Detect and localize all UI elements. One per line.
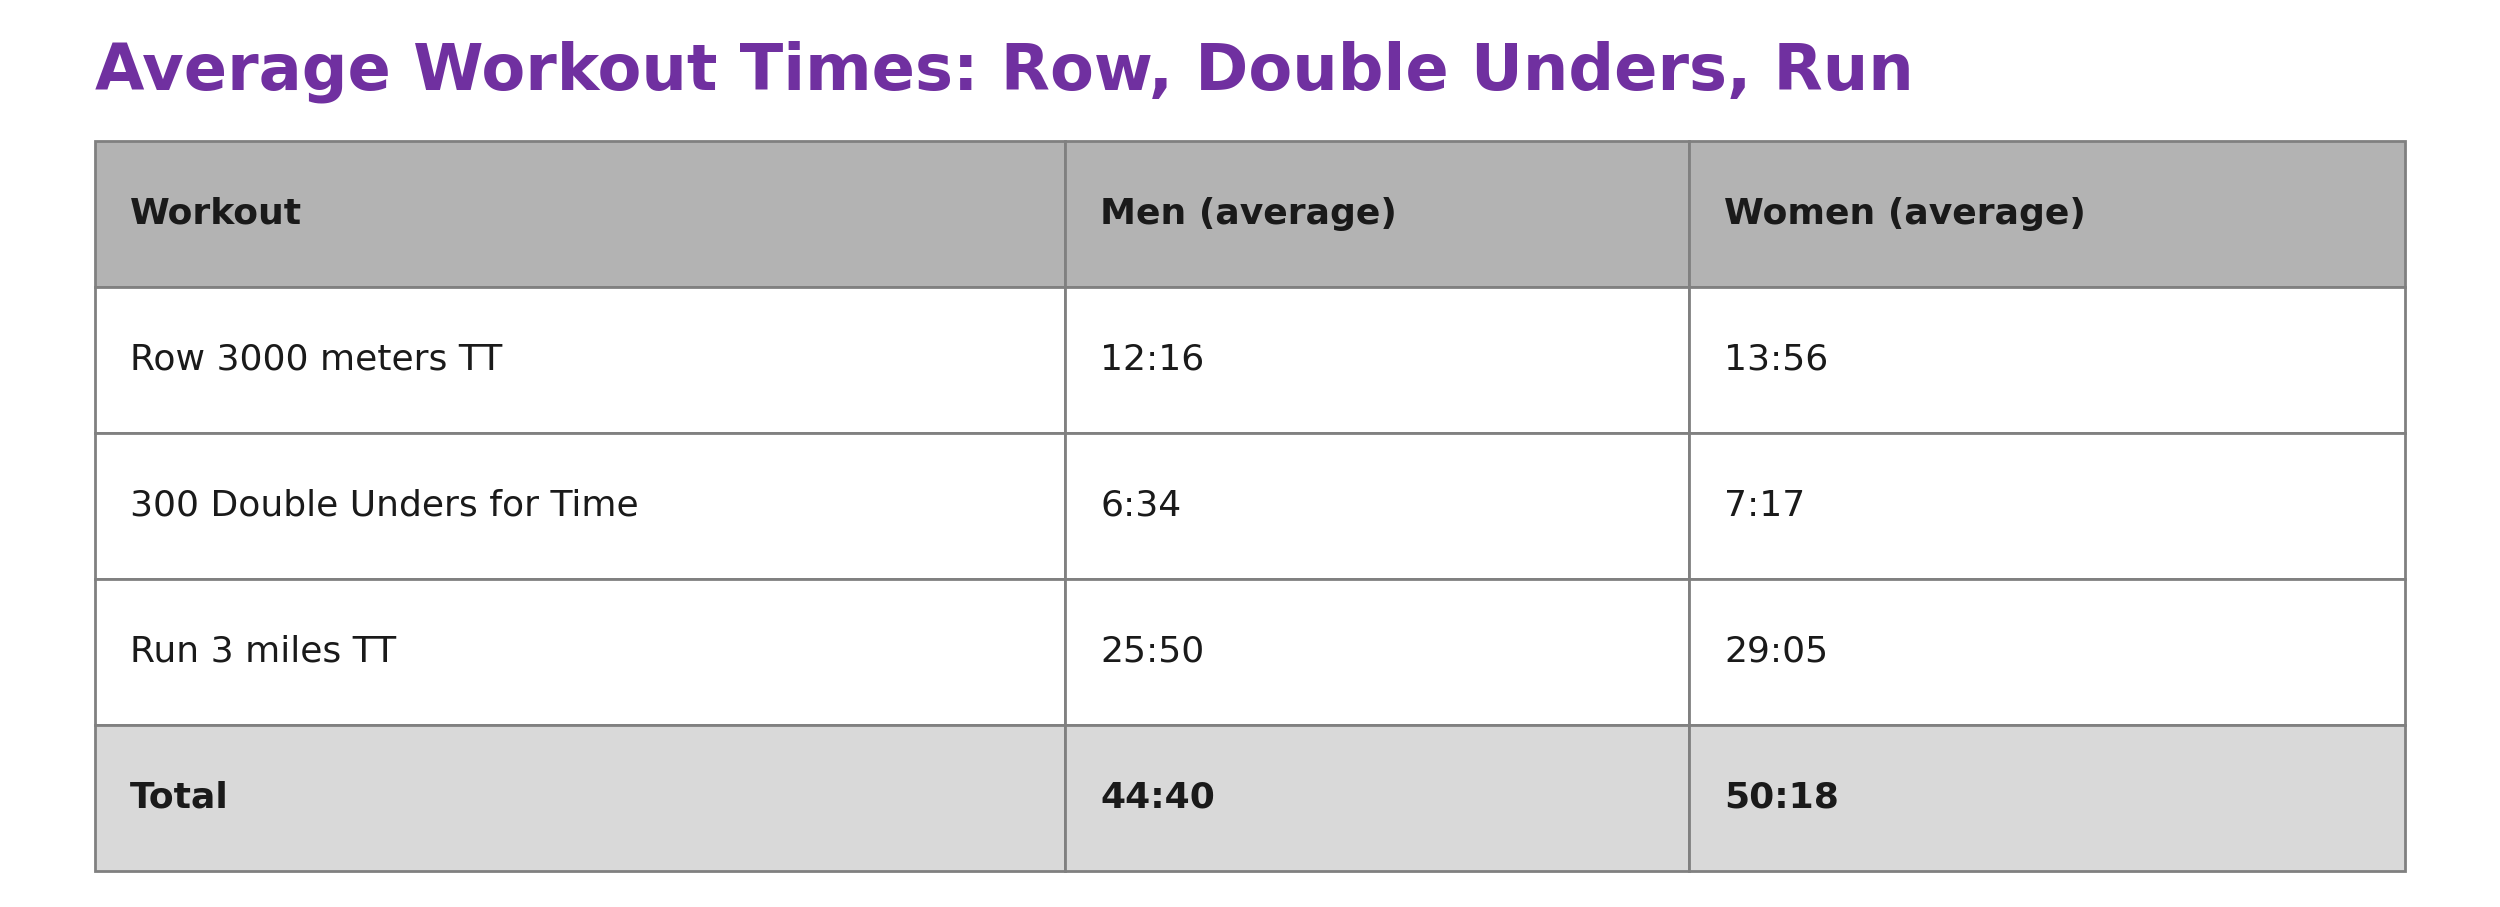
Text: Average Workout Times: Row, Double Unders, Run: Average Workout Times: Row, Double Under… xyxy=(95,41,1915,103)
Text: 50:18: 50:18 xyxy=(1725,781,1840,814)
Text: 6:34: 6:34 xyxy=(1100,489,1182,522)
Text: 12:16: 12:16 xyxy=(1100,343,1205,376)
Text: 13:56: 13:56 xyxy=(1725,343,1827,376)
Text: Men (average): Men (average) xyxy=(1100,197,1398,230)
Text: Total: Total xyxy=(130,781,230,814)
Text: Women (average): Women (average) xyxy=(1725,197,2085,230)
Text: Row 3000 meters TT: Row 3000 meters TT xyxy=(130,343,503,376)
Text: 29:05: 29:05 xyxy=(1725,635,1827,668)
Text: 25:50: 25:50 xyxy=(1100,635,1205,668)
Text: 44:40: 44:40 xyxy=(1100,781,1215,814)
Text: Run 3 miles TT: Run 3 miles TT xyxy=(130,635,395,668)
Text: 7:17: 7:17 xyxy=(1725,489,1805,522)
Text: Workout: Workout xyxy=(130,197,302,230)
Text: 300 Double Unders for Time: 300 Double Unders for Time xyxy=(130,489,638,522)
